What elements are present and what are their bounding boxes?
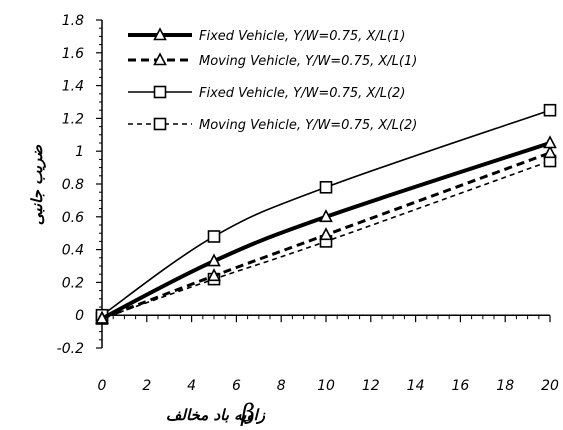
x-tick-label: 6 bbox=[232, 378, 241, 394]
data-point bbox=[543, 103, 557, 117]
legend-label: Fixed Vehicle, Y/W=0.75, X/L(2) bbox=[199, 86, 405, 101]
data-point bbox=[319, 180, 333, 194]
x-tick-label: 18 bbox=[496, 378, 514, 394]
legend-label: Moving Vehicle, Y/W=0.75, X/L(1) bbox=[199, 54, 417, 69]
y-tick-label: 0.6 bbox=[62, 210, 84, 226]
series-line bbox=[101, 151, 551, 320]
data-point bbox=[207, 268, 221, 282]
y-tick-label: 0.2 bbox=[62, 275, 84, 291]
data-point bbox=[543, 135, 557, 149]
y-tick-label: 1 bbox=[75, 144, 84, 160]
y-tick-label: 1.4 bbox=[62, 79, 84, 95]
series-line bbox=[101, 160, 551, 320]
y-tick-label: -0.2 bbox=[57, 341, 84, 357]
x-axis-title-symbol: β bbox=[240, 399, 255, 427]
x-tick-label: 8 bbox=[277, 378, 286, 394]
legend-entry: Moving Vehicle, Y/W=0.75, X/L(2) bbox=[128, 117, 417, 133]
data-point bbox=[543, 145, 557, 159]
legend-entry: Fixed Vehicle, Y/W=0.75, X/L(2) bbox=[128, 85, 405, 101]
series-layer bbox=[95, 103, 557, 325]
y-tick-label: 1.2 bbox=[62, 111, 84, 127]
x-tick-label: 10 bbox=[317, 378, 335, 394]
legend-label: Fixed Vehicle, Y/W=0.75, X/L(1) bbox=[199, 29, 405, 44]
x-tick-label: 12 bbox=[362, 378, 380, 394]
legend-marker bbox=[153, 27, 167, 41]
x-tick-label: 4 bbox=[187, 378, 196, 394]
data-point bbox=[319, 209, 333, 223]
x-tick-label: 16 bbox=[451, 378, 469, 394]
x-tick-label: 20 bbox=[541, 378, 559, 394]
legend-entry: Fixed Vehicle, Y/W=0.75, X/L(1) bbox=[128, 27, 405, 44]
legend-marker bbox=[153, 117, 167, 131]
y-axis-title: ضریب جانبی bbox=[28, 144, 46, 225]
series-line bbox=[101, 141, 551, 321]
data-point bbox=[319, 227, 333, 241]
legend-marker bbox=[153, 85, 167, 99]
legend-marker bbox=[153, 52, 167, 66]
x-tick-label: 14 bbox=[407, 378, 425, 394]
y-tick-label: 0.8 bbox=[62, 177, 84, 193]
x-tick-label: 0 bbox=[98, 378, 107, 394]
legend-label: Moving Vehicle, Y/W=0.75, X/L(2) bbox=[199, 118, 417, 133]
y-tick-label: 1.6 bbox=[62, 46, 84, 62]
y-tick-label: 0 bbox=[75, 308, 84, 324]
y-tick-label: 0.4 bbox=[62, 243, 84, 259]
x-axis-title-group: زاویه باد مخالف β bbox=[166, 399, 266, 427]
data-point bbox=[95, 310, 109, 324]
legend: Fixed Vehicle, Y/W=0.75, X/L(1) Moving Ve… bbox=[128, 27, 417, 133]
data-point bbox=[207, 253, 221, 267]
x-tick-label: 2 bbox=[142, 378, 151, 394]
series-1 bbox=[95, 135, 557, 324]
x-axis-title: زاویه باد مخالف bbox=[166, 406, 266, 424]
legend-entry: Moving Vehicle, Y/W=0.75, X/L(1) bbox=[128, 52, 417, 69]
data-point bbox=[207, 230, 221, 243]
series-line bbox=[101, 109, 551, 316]
y-tick-label: 1.8 bbox=[62, 13, 84, 29]
axes: -0.2 0 0.2 0.4 0.6 0.8 1 1.2 1.4 1.6 1.8 0 2 4 6 8 10 12 1… bbox=[57, 13, 559, 394]
